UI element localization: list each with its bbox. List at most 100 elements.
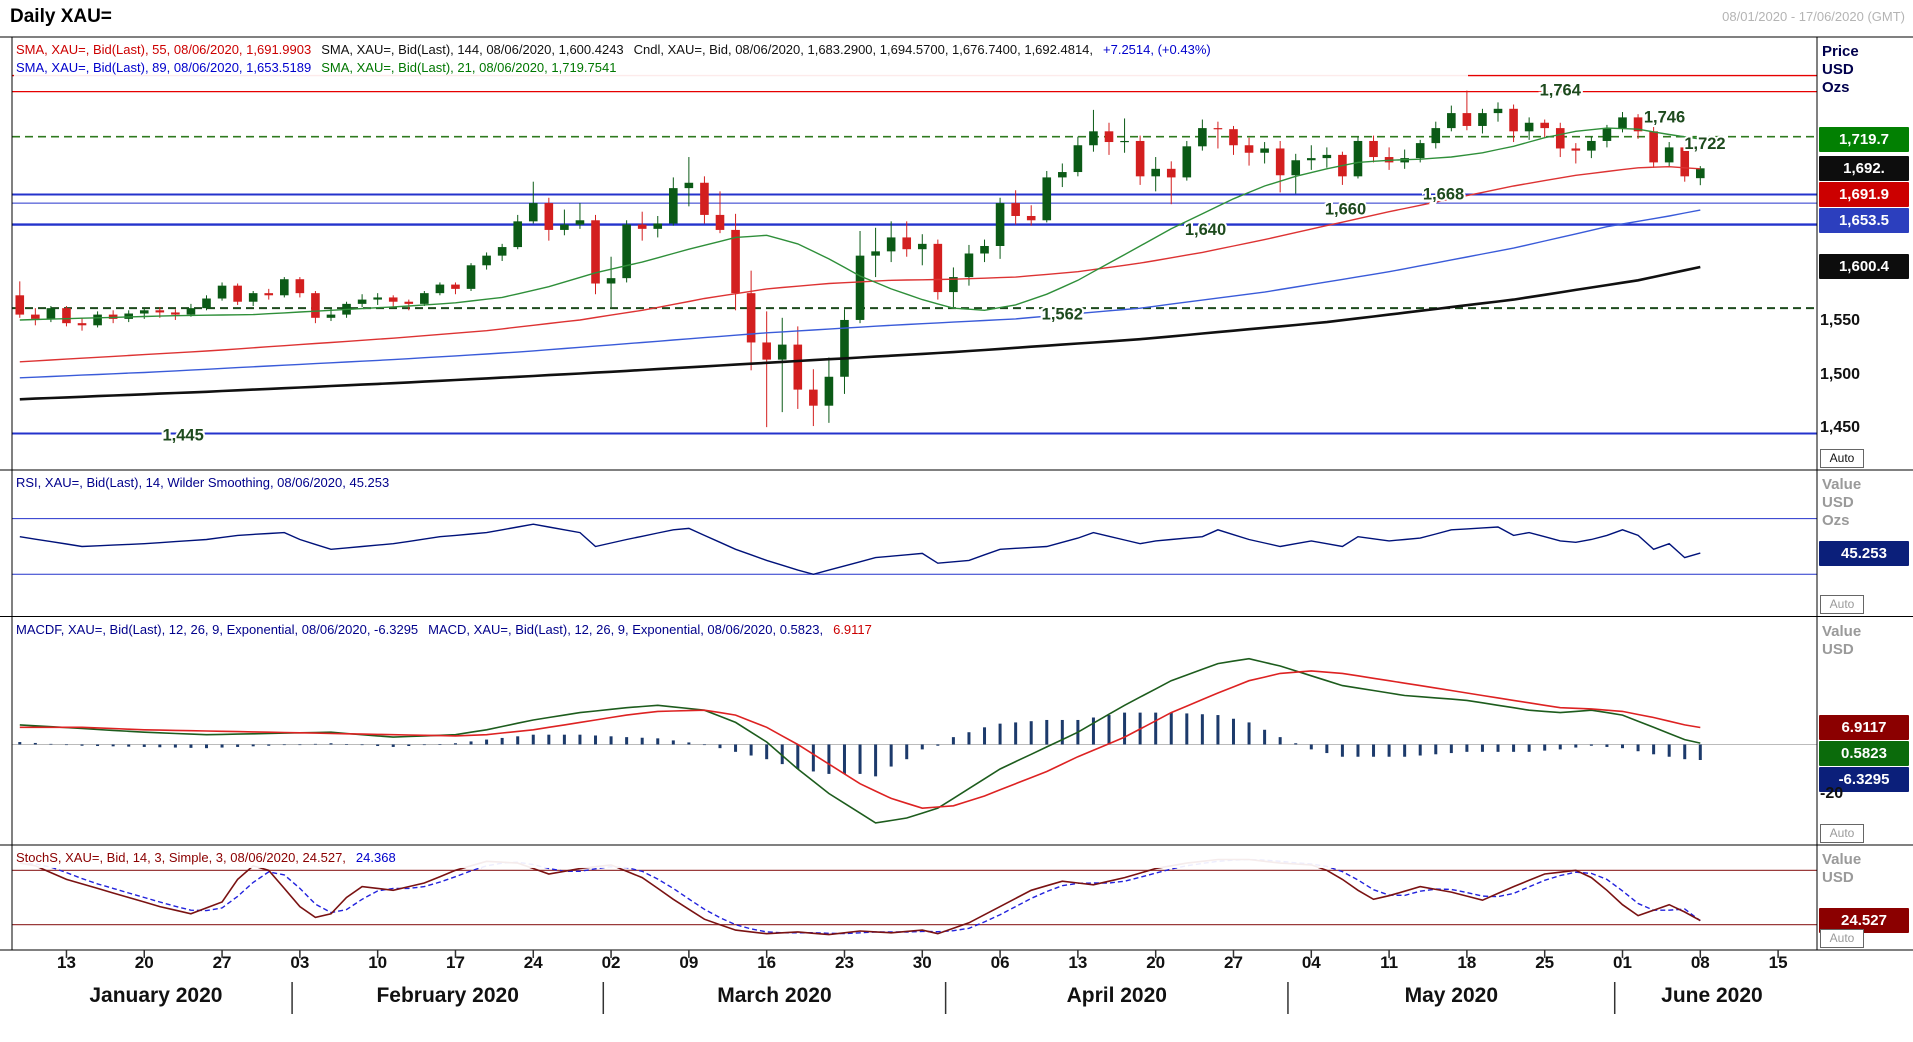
legend-segment: SMA, XAU=, Bid(Last), 55, 08/06/2020, 1,… <box>16 42 312 57</box>
macd-histogram-bar <box>80 744 84 746</box>
candle-body <box>1695 168 1705 179</box>
x-axis-tick-label: 04 <box>1301 953 1321 972</box>
axis-auto-button[interactable]: Auto <box>1820 824 1864 843</box>
macd-histogram-bar <box>1309 744 1313 750</box>
macd-histogram-bar <box>547 734 551 745</box>
candle-body <box>1462 113 1472 126</box>
x-axis-tick-label: 20 <box>134 953 154 972</box>
axis-auto-button[interactable]: Auto <box>1820 929 1864 948</box>
macd-histogram-bar <box>1231 718 1235 745</box>
candle-body <box>233 285 242 302</box>
axis-auto-button[interactable]: Auto <box>1820 595 1864 614</box>
macd-histogram-bar <box>671 740 675 745</box>
legend-segment: SMA, XAU=, Bid(Last), 89, 08/06/2020, 1,… <box>16 60 312 75</box>
x-axis-tick-label: 01 <box>1613 953 1632 972</box>
macd-histogram-bar <box>1543 744 1547 751</box>
candle-body <box>1555 128 1565 149</box>
x-axis-tick-label: 02 <box>601 953 621 972</box>
candle-body <box>824 376 834 406</box>
macd-histogram-bar <box>18 742 22 745</box>
candle-body <box>995 203 1005 246</box>
candle-body <box>669 188 678 224</box>
candle-body <box>264 293 274 296</box>
candle-body <box>1680 147 1690 177</box>
axis-auto-button[interactable]: Auto <box>1820 449 1864 468</box>
macd-histogram-bar <box>516 736 520 745</box>
macd-histogram-bar <box>1480 744 1484 752</box>
legend-segment: SMA, XAU=, Bid(Last), 21, 08/06/2020, 1,… <box>321 60 617 75</box>
axis-value-box: 0.5823 <box>1819 741 1909 767</box>
macd-histogram-bar <box>1372 744 1376 757</box>
candle-body <box>544 203 554 230</box>
stoch-legend[interactable]: StochS, XAU=, Bid, 14, 3, Simple, 3, 08/… <box>14 848 1468 868</box>
macd-histogram-bar <box>1356 744 1360 757</box>
macd-histogram-bar <box>329 743 333 745</box>
axis-value-box: 1,600.4 <box>1819 254 1909 280</box>
axis-unit-label: Ozs <box>1822 512 1850 529</box>
candle-body <box>280 279 289 296</box>
candle-body <box>482 255 491 266</box>
candle-body <box>855 255 865 320</box>
macd-histogram-bar <box>718 744 722 749</box>
candle-body <box>1415 143 1425 159</box>
axis-value-box: 1,719.7 <box>1819 126 1909 152</box>
macd-histogram-bar <box>64 744 68 746</box>
macd-histogram-bar <box>1107 715 1111 745</box>
main-chart-legend[interactable]: SMA, XAU=, Bid(Last), 55, 08/06/2020, 1,… <box>14 40 1468 78</box>
macd-histogram-bar <box>1449 744 1453 754</box>
macd-histogram-bar <box>765 744 769 760</box>
candle-body <box>93 314 102 326</box>
candle-body <box>1571 148 1581 151</box>
candle-body <box>1322 154 1332 159</box>
sma-line <box>19 165 1701 363</box>
stoch-k-line <box>19 858 1701 936</box>
candle-body <box>964 253 974 278</box>
macd-histogram-bar <box>469 741 473 745</box>
axis-unit-label: USD <box>1822 61 1854 78</box>
legend-segment: Cndl, XAU=, Bid, 08/06/2020, 1,683.2900,… <box>633 42 1094 57</box>
price-level-label: 1,764 <box>1540 82 1582 100</box>
macd-histogram-bar <box>96 744 100 747</box>
macd-histogram-bar <box>453 743 457 745</box>
axis-unit-label: Price <box>1822 43 1859 60</box>
x-axis-tick-label: 25 <box>1535 953 1555 972</box>
macd-histogram-bar <box>1418 744 1422 756</box>
x-axis-tick-label: 13 <box>56 953 76 972</box>
macd-histogram-bar <box>1698 744 1702 761</box>
macd-histogram-bar <box>1263 729 1267 745</box>
macd-signal-line <box>19 670 1701 810</box>
axis-unit-label: Value <box>1822 851 1862 868</box>
candle-body <box>1524 122 1534 132</box>
macd-histogram-bar <box>267 744 271 746</box>
macd-histogram-bar <box>609 736 613 745</box>
candle-body <box>1447 113 1456 129</box>
candle-body <box>1306 158 1316 161</box>
axis-unit-label: USD <box>1822 641 1854 658</box>
macd-histogram-bar <box>1340 744 1344 757</box>
candle-body <box>1478 113 1487 126</box>
candle-body <box>560 224 569 230</box>
macd-legend[interactable]: MACDF, XAU=, Bid(Last), 12, 26, 9, Expon… <box>14 620 1468 640</box>
axis-tick-label: 1,450 <box>1820 419 1861 437</box>
macd-histogram-bar <box>282 744 286 746</box>
macd-histogram-bar <box>578 734 582 745</box>
macd-histogram-bar <box>625 737 629 745</box>
macd-histogram-bar <box>345 744 349 745</box>
macd-histogram-bar <box>796 744 800 769</box>
stoch-d-line <box>19 858 1701 935</box>
candle-body <box>1431 128 1441 144</box>
candle-body <box>326 314 336 318</box>
x-axis-tick-label: 13 <box>1068 953 1088 972</box>
candle-body <box>202 298 211 309</box>
axis-value-box: 1,653.5 <box>1819 207 1909 233</box>
candle-body <box>949 277 958 293</box>
legend-segment: StochS, XAU=, Bid, 14, 3, Simple, 3, 08/… <box>16 850 346 865</box>
candle-body <box>420 293 429 304</box>
candle-body <box>139 310 149 314</box>
candle-body <box>1618 117 1627 129</box>
macd-histogram-bar <box>1091 717 1095 745</box>
rsi-legend[interactable]: RSI, XAU=, Bid(Last), 14, Wilder Smoothi… <box>14 473 1468 493</box>
axis-unit-label: Value <box>1822 623 1862 640</box>
candle-body <box>1026 215 1036 221</box>
